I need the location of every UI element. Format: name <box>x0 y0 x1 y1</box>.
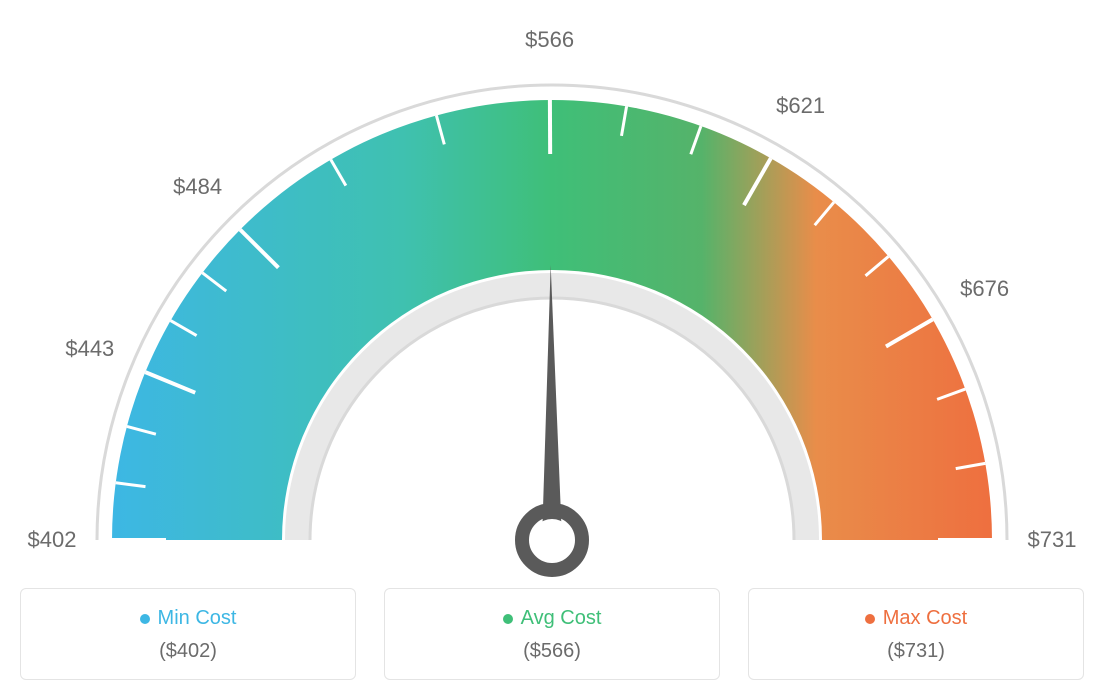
legend-row: Min Cost ($402) Avg Cost ($566) Max Cost… <box>20 588 1084 680</box>
legend-title-avg: Avg Cost <box>503 607 602 630</box>
legend-card-min: Min Cost ($402) <box>20 588 356 680</box>
legend-title-text: Avg Cost <box>521 607 602 630</box>
gauge-tick-label: $566 <box>525 27 574 53</box>
gauge-svg <box>20 20 1084 580</box>
legend-title-max: Max Cost <box>865 607 967 630</box>
gauge-tick-label: $484 <box>173 174 222 200</box>
legend-title-min: Min Cost <box>140 607 237 630</box>
legend-title-text: Max Cost <box>883 607 967 630</box>
dot-icon <box>865 614 875 624</box>
dot-icon <box>140 614 150 624</box>
legend-value-avg: ($566) <box>385 640 719 663</box>
gauge-tick-label: $443 <box>65 336 114 362</box>
gauge-tick-label: $731 <box>1028 527 1077 553</box>
dot-icon <box>503 614 513 624</box>
gauge-tick-label: $402 <box>28 527 77 553</box>
legend-value-max: ($731) <box>749 640 1083 663</box>
legend-title-text: Min Cost <box>158 607 237 630</box>
legend-card-max: Max Cost ($731) <box>748 588 1084 680</box>
gauge-tick-label: $621 <box>776 93 825 119</box>
legend-card-avg: Avg Cost ($566) <box>384 588 720 680</box>
cost-gauge-chart: $402 $443 $484 $566 $621 $676 $731 Min Cost ($… <box>20 20 1084 680</box>
gauge-tick-label: $676 <box>960 276 1009 302</box>
legend-value-min: ($402) <box>21 640 355 663</box>
gauge-area: $402 $443 $484 $566 $621 $676 $731 <box>20 20 1084 580</box>
